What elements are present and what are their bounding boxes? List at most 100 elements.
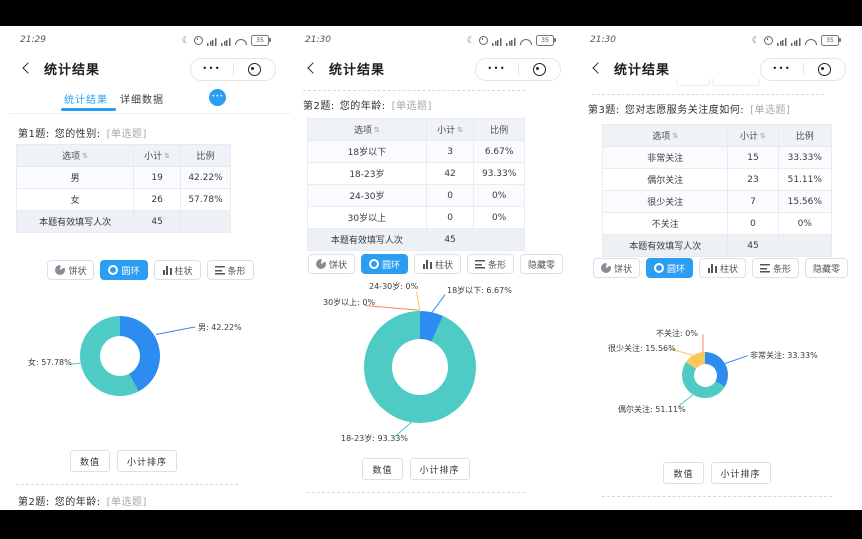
column-header[interactable]: 选项 ⇅	[17, 145, 135, 166]
dashed-divider	[602, 496, 832, 497]
more-menu-button[interactable]: •••	[476, 59, 518, 80]
back-icon[interactable]	[22, 62, 34, 74]
nav-header: 统计结果 •••	[10, 56, 291, 82]
close-minimize-button[interactable]	[234, 59, 276, 80]
table-cell	[779, 235, 831, 256]
table-cell: 45	[728, 235, 779, 256]
donut-button[interactable]: 圆环	[100, 260, 148, 280]
more-icon: •••	[487, 63, 507, 73]
hide-zero-button[interactable]: 隐藏零	[805, 258, 849, 278]
sort-icon[interactable]: ⇅	[164, 151, 171, 160]
pie-button[interactable]: 饼状	[592, 258, 640, 278]
column-header[interactable]: 小计 ⇅	[427, 119, 475, 140]
status-time: 21:30	[305, 35, 331, 45]
moon-icon: ☾	[181, 36, 190, 46]
button-label: 数值	[79, 457, 100, 468]
column-button[interactable]: 柱状	[153, 260, 201, 280]
table-row: 偶尔关注 23 51.11%	[603, 169, 831, 191]
signal-icon	[777, 37, 787, 46]
numeric-button[interactable]: 数值	[69, 450, 110, 472]
more-menu-button[interactable]: •••	[191, 59, 233, 80]
letterbox-bottom	[0, 510, 862, 539]
table-cell: 18岁以下	[308, 141, 427, 162]
question-number: 第3题:	[588, 105, 620, 116]
button-label: 数值	[372, 465, 393, 476]
table-footer-row: 本题有效填写人次 45	[603, 235, 831, 257]
button-label: 小计排序	[720, 469, 761, 480]
donut-button[interactable]: 圆环	[645, 258, 693, 278]
capsule-divider	[517, 63, 519, 76]
bar-button[interactable]: 条形	[206, 260, 254, 280]
table-cell: 偶尔关注	[603, 169, 729, 190]
question-title: 第1题: 您的性别: [单选题]	[18, 125, 147, 140]
table-cell: 0	[427, 185, 475, 206]
bar-button[interactable]: 条形	[752, 258, 800, 278]
status-time: 21:29	[20, 35, 46, 45]
back-icon[interactable]	[592, 62, 604, 74]
page-title: 统计结果	[614, 63, 671, 78]
signal2-icon	[791, 37, 801, 46]
question-type-tag: [单选题]	[750, 105, 791, 116]
button-label: 条形	[227, 266, 246, 277]
pie-button[interactable]: 饼状	[307, 254, 355, 274]
results-table: 选项 ⇅ 小计 ⇅ 比例 非常关注 15 33.33% 偶尔关注 23 51.11% 很少关注 7 15.…	[602, 124, 832, 257]
column-button[interactable]: 柱状	[698, 258, 746, 278]
table-row: 30岁以上 0 0%	[308, 207, 524, 229]
question-type-tag: [单选题]	[106, 129, 147, 140]
slice-label: 男: 42.22%	[198, 323, 242, 332]
button-label: 圆环	[666, 264, 685, 275]
sort-icon[interactable]: ⇅	[373, 125, 380, 134]
column-header[interactable]: 小计 ⇅	[728, 125, 779, 146]
nav-header: 统计结果 •••	[295, 56, 576, 82]
column-header[interactable]: 小计 ⇅	[134, 145, 181, 166]
column-header[interactable]: 选项 ⇅	[603, 125, 729, 146]
subtotal-sort-button[interactable]: 小计排序	[710, 462, 771, 484]
sort-icon[interactable]: ⇅	[82, 151, 89, 160]
slice-label: 30岁以上: 0%	[323, 298, 376, 307]
tab-statistics[interactable]: 统计结果	[64, 95, 108, 106]
next-question-title: 第2题: 您的年龄: [单选题]	[18, 493, 147, 508]
column-header[interactable]: 选项 ⇅	[308, 119, 427, 140]
more-menu-button[interactable]: •••	[761, 59, 803, 80]
sort-icon[interactable]: ⇅	[760, 131, 766, 140]
table-cell: 19	[134, 167, 181, 188]
divider	[10, 113, 291, 114]
nav-header: 统计结果 •••	[580, 56, 861, 82]
hide-zero-button[interactable]: 隐藏零	[520, 254, 564, 274]
sort-icon[interactable]: ⇅	[672, 131, 679, 140]
miniprogram-capsule: •••	[760, 58, 846, 81]
numeric-button[interactable]: 数值	[663, 462, 704, 484]
subtotal-sort-button[interactable]: 小计排序	[409, 458, 470, 480]
status-time: 21:30	[590, 35, 616, 45]
donut-button[interactable]: 圆环	[360, 254, 408, 274]
wifi-icon	[520, 39, 532, 45]
question-number: 第1题:	[18, 129, 50, 140]
close-minimize-button[interactable]	[804, 59, 846, 80]
column-icon	[161, 265, 172, 275]
battery-icon: 35	[251, 35, 271, 46]
signal-icon	[207, 37, 217, 46]
back-icon[interactable]	[307, 62, 319, 74]
column-button[interactable]: 柱状	[413, 254, 461, 274]
tab-more-button[interactable]: •••	[209, 89, 226, 106]
dashed-divider	[16, 484, 238, 485]
subtotal-sort-button[interactable]: 小计排序	[117, 450, 178, 472]
miniprogram-capsule: •••	[190, 58, 276, 81]
bar-button[interactable]: 条形	[467, 254, 515, 274]
target-icon	[817, 63, 831, 76]
tab-detail-data[interactable]: 详细数据	[120, 95, 164, 106]
button-label: 饼状	[328, 260, 347, 271]
question-number: 第2题:	[303, 101, 335, 112]
sort-icon[interactable]: ⇅	[457, 125, 463, 134]
table-cell: 3	[427, 141, 475, 162]
partially-visible-button	[712, 78, 760, 86]
table-cell: 本题有效填写人次	[603, 235, 729, 256]
numeric-button[interactable]: 数值	[362, 458, 403, 480]
letterbox-top	[0, 0, 862, 26]
table-row: 18-23岁 42 93.33%	[308, 163, 524, 185]
pie-button[interactable]: 饼状	[47, 260, 95, 280]
table-cell: 42	[427, 163, 475, 184]
close-minimize-button[interactable]	[519, 59, 561, 80]
pie-icon	[315, 259, 326, 269]
column-icon	[421, 259, 432, 269]
